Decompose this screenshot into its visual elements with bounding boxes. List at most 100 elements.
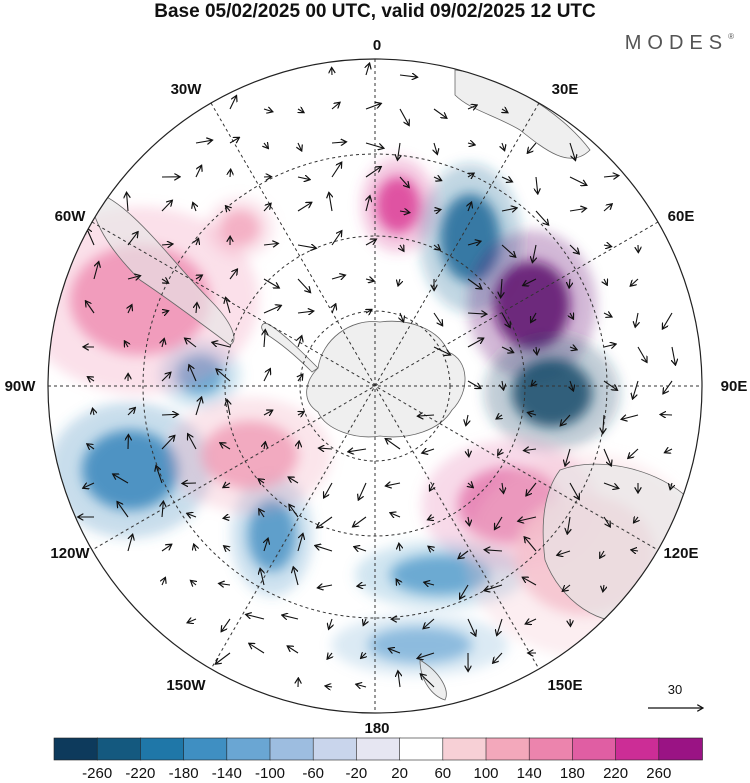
wind-arrow <box>533 244 536 262</box>
wind-arrow <box>467 313 486 314</box>
colorbar-tick-label: -260 <box>82 765 112 782</box>
wind-arrow <box>87 229 95 246</box>
wind-arrow <box>563 584 571 591</box>
wind-arrow <box>297 245 316 248</box>
map-border <box>47 58 703 714</box>
wind-arrow <box>298 375 302 382</box>
wind-arrow <box>391 513 401 517</box>
wind-arrow <box>365 240 376 246</box>
colorbar-segment <box>615 737 660 761</box>
meridian <box>91 221 659 551</box>
wind-arrow <box>399 544 400 552</box>
wind-arrow <box>398 142 400 159</box>
wind-arrow <box>250 644 265 654</box>
wind-arrow <box>185 339 197 348</box>
colorbar: -260 -220 -180 -140 -100 -60 -20 20 60 100 140 180 2… <box>53 737 703 782</box>
wind-arrow <box>468 448 469 456</box>
wind-arrow <box>398 672 400 688</box>
wind-arrow <box>467 278 481 289</box>
wind-arrow <box>631 278 639 286</box>
wind-arrow <box>318 585 333 588</box>
negative-anomaly <box>368 627 472 663</box>
wind-arrow <box>226 206 230 211</box>
wind-arrow <box>329 193 332 212</box>
lon-label-30w: 30W <box>171 81 203 98</box>
wind-arrow <box>629 448 639 458</box>
wind-arrow <box>502 380 503 389</box>
wind-vectors <box>79 64 676 687</box>
wind-arrow <box>188 435 197 450</box>
meridian <box>91 221 659 551</box>
wind-arrow <box>531 312 536 322</box>
wind-arrow <box>93 409 94 416</box>
wind-arrow <box>88 444 95 449</box>
wind-arrow <box>425 583 435 586</box>
colorbar-tick-label: -100 <box>255 765 285 782</box>
wind-arrow <box>332 305 335 314</box>
wind-arrow <box>603 313 611 317</box>
colorbar-tick-label: 60 <box>434 765 451 782</box>
wind-arrow <box>495 516 503 529</box>
wind-arrow <box>156 466 163 484</box>
antarctica <box>306 320 466 438</box>
colorbar-tick-label: -20 <box>346 765 368 782</box>
wind-arrow <box>467 105 476 109</box>
wind-arrow <box>665 449 673 452</box>
colorbar-tick-label: 260 <box>646 765 671 782</box>
wind-arrow <box>418 652 435 658</box>
wind-arrow <box>498 449 502 455</box>
wind-arrow <box>358 585 367 586</box>
wind-arrow <box>161 436 174 450</box>
wind-arrow <box>399 75 417 77</box>
wind-arrow <box>424 618 435 628</box>
wind-arrow <box>161 201 172 212</box>
wind-arrow <box>365 167 381 178</box>
wind-arrow <box>188 619 197 622</box>
wind-arrow <box>467 143 474 145</box>
wind-arrow <box>467 380 480 388</box>
wind-arrow <box>263 306 281 314</box>
colorbar-segment <box>53 737 99 761</box>
wind-arrow <box>467 339 483 348</box>
wind-arrow <box>468 483 473 487</box>
wind-arrow <box>263 411 272 415</box>
wind-arrow <box>428 517 434 519</box>
brand-name: MODES <box>624 32 729 54</box>
colorbar-tick-label: 20 <box>391 765 408 782</box>
wind-arrow <box>224 546 230 551</box>
reference-vector-label: 30 <box>668 682 682 697</box>
wind-arrow <box>264 539 268 552</box>
wind-arrow <box>434 245 440 250</box>
colorbar-segment <box>269 737 315 761</box>
lon-label-90w: 90W <box>5 378 37 395</box>
wind-arrow <box>224 483 231 487</box>
wind-arrow <box>329 618 332 628</box>
wind-arrow <box>213 343 231 348</box>
wind-arrow <box>423 449 435 453</box>
colorbar-segment <box>312 737 358 761</box>
wind-arrow <box>421 675 435 688</box>
wind-arrow <box>297 311 313 313</box>
wind-arrow <box>365 104 380 110</box>
wind-arrow <box>288 647 299 654</box>
wind-arrow <box>400 312 403 321</box>
wind-arrow <box>127 193 128 212</box>
wind-arrow <box>501 208 516 211</box>
wind-arrow <box>634 517 638 522</box>
colorbar-segment <box>356 737 401 761</box>
wind-arrow <box>433 210 440 211</box>
wind-arrow <box>331 142 346 143</box>
wind-arrow <box>114 475 129 484</box>
graticule <box>48 59 702 713</box>
wind-arrow <box>326 686 333 687</box>
wind-arrow <box>429 547 434 551</box>
wind-arrow <box>536 346 537 354</box>
wind-arrow <box>502 109 507 112</box>
wind-arrow <box>603 344 615 347</box>
wind-arrow <box>603 482 618 488</box>
wind-arrow <box>468 174 473 177</box>
wind-arrow <box>195 140 212 143</box>
wind-arrow <box>664 380 673 393</box>
wind-arrow <box>161 545 171 552</box>
